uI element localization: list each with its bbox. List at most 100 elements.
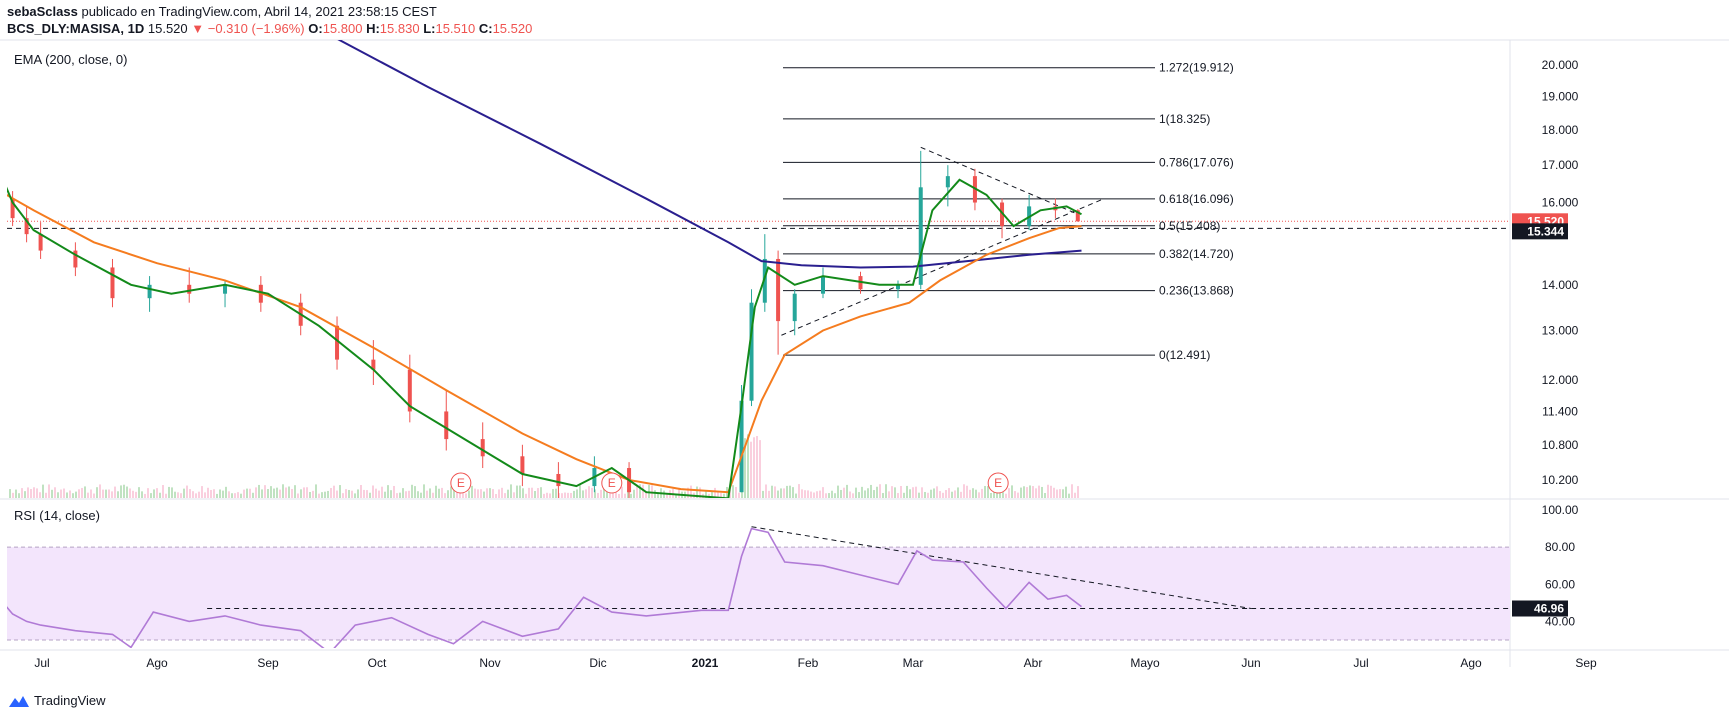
volume-bar — [750, 441, 752, 498]
volume-bar — [528, 487, 530, 498]
candle-body — [1075, 210, 1080, 222]
volume-bar — [33, 487, 35, 498]
time-axis-tick: Mayo — [1130, 656, 1160, 670]
candle-body — [110, 267, 115, 299]
volume-bar — [144, 493, 146, 498]
volume-bar — [321, 492, 323, 498]
brand-name: TradingView — [34, 693, 106, 708]
volume-bar — [1002, 492, 1004, 498]
volume-bar — [537, 488, 539, 498]
volume-bar — [1074, 492, 1076, 498]
earnings-marker — [450, 472, 472, 494]
tradingview-brand[interactable]: TradingView — [8, 693, 106, 708]
volume-bar — [819, 490, 821, 498]
volume-bar — [789, 485, 791, 498]
volume-bar — [918, 492, 920, 498]
volume-bar — [1017, 492, 1019, 498]
volume-bar — [1029, 485, 1031, 498]
volume-bar — [36, 488, 38, 498]
volume-bar — [987, 486, 989, 498]
volume-bar — [1077, 486, 1079, 498]
candle-body — [24, 218, 29, 235]
volume-bar — [1026, 487, 1028, 498]
volume-bar — [873, 490, 875, 498]
volume-bar — [480, 489, 482, 498]
volume-bar — [870, 484, 872, 498]
volume-bar — [963, 484, 965, 498]
volume-bar — [318, 493, 320, 498]
time-axis-tick: Abr — [1024, 656, 1043, 670]
volume-bar — [360, 484, 362, 498]
volume-bar — [708, 493, 710, 498]
volume-bar — [219, 489, 221, 498]
volume-bar — [117, 491, 119, 498]
volume-bar — [1032, 486, 1034, 498]
volume-bar — [630, 493, 632, 498]
volume-bar — [93, 493, 95, 498]
volume-bar — [297, 493, 299, 498]
candle-body — [187, 284, 192, 294]
volume-bar — [747, 434, 749, 498]
time-axis-tick: Oct — [368, 656, 387, 670]
volume-bar — [162, 485, 164, 498]
volume-bar — [810, 491, 812, 498]
volume-bar — [525, 493, 527, 498]
high-value: 15.830 — [379, 21, 420, 36]
volume-bar — [1053, 487, 1055, 498]
volume-bar — [462, 491, 464, 498]
volume-bar — [396, 493, 398, 498]
volume-bar — [534, 491, 536, 498]
candle-body — [38, 234, 43, 251]
volume-bar — [609, 492, 611, 498]
volume-bar — [111, 491, 113, 498]
time-axis-tick: Sep — [1575, 656, 1597, 670]
volume-bar — [954, 490, 956, 498]
symbol-info: BCS_DLY:MASISA, 1D 15.520 ▼ −0.310 (−1.9… — [7, 21, 532, 36]
volume-bar — [891, 486, 893, 498]
volume-bar — [315, 484, 317, 498]
volume-bar — [567, 492, 569, 498]
volume-bar — [975, 489, 977, 498]
volume-bar — [753, 437, 755, 498]
candle-body — [520, 456, 525, 474]
volume-bar — [276, 487, 278, 498]
volume-bar — [783, 488, 785, 498]
volume-bar — [675, 493, 677, 498]
volume-bar — [615, 490, 617, 498]
volume-bar — [717, 491, 719, 498]
volume-bar — [843, 487, 845, 498]
triangle-resistance-line — [920, 146, 1078, 215]
volume-bar — [348, 489, 350, 498]
earnings-marker-label: E — [608, 476, 616, 490]
volume-bar — [777, 490, 779, 498]
volume-bar — [861, 486, 863, 498]
volume-bar — [921, 487, 923, 498]
volume-bar — [969, 489, 971, 498]
volume-bar — [96, 487, 98, 498]
volume-bar — [42, 484, 44, 498]
tradingview-logo-icon — [9, 695, 29, 707]
volume-bar — [513, 492, 515, 498]
volume-bar — [714, 487, 716, 498]
volume-bar — [522, 488, 524, 498]
volume-bar — [423, 484, 425, 498]
volume-bar — [1020, 487, 1022, 498]
volume-bar — [792, 487, 794, 498]
fib-level-label: 0.382(14.720) — [1159, 247, 1234, 261]
volume-bar — [696, 486, 698, 498]
volume-bar — [1050, 485, 1052, 498]
fib-level-label: 0.236(13.868) — [1159, 284, 1234, 298]
volume-bar — [357, 489, 359, 498]
high-label: H: — [366, 21, 380, 36]
volume-bar — [279, 489, 281, 498]
volume-bar — [447, 490, 449, 498]
volume-bar — [507, 489, 509, 498]
volume-bar — [738, 492, 740, 498]
volume-bar — [411, 484, 413, 498]
volume-bar — [267, 489, 269, 498]
volume-bar — [501, 487, 503, 498]
volume-bar — [180, 493, 182, 498]
volume-bar — [927, 492, 929, 498]
last-price: 15.520 — [147, 21, 188, 36]
